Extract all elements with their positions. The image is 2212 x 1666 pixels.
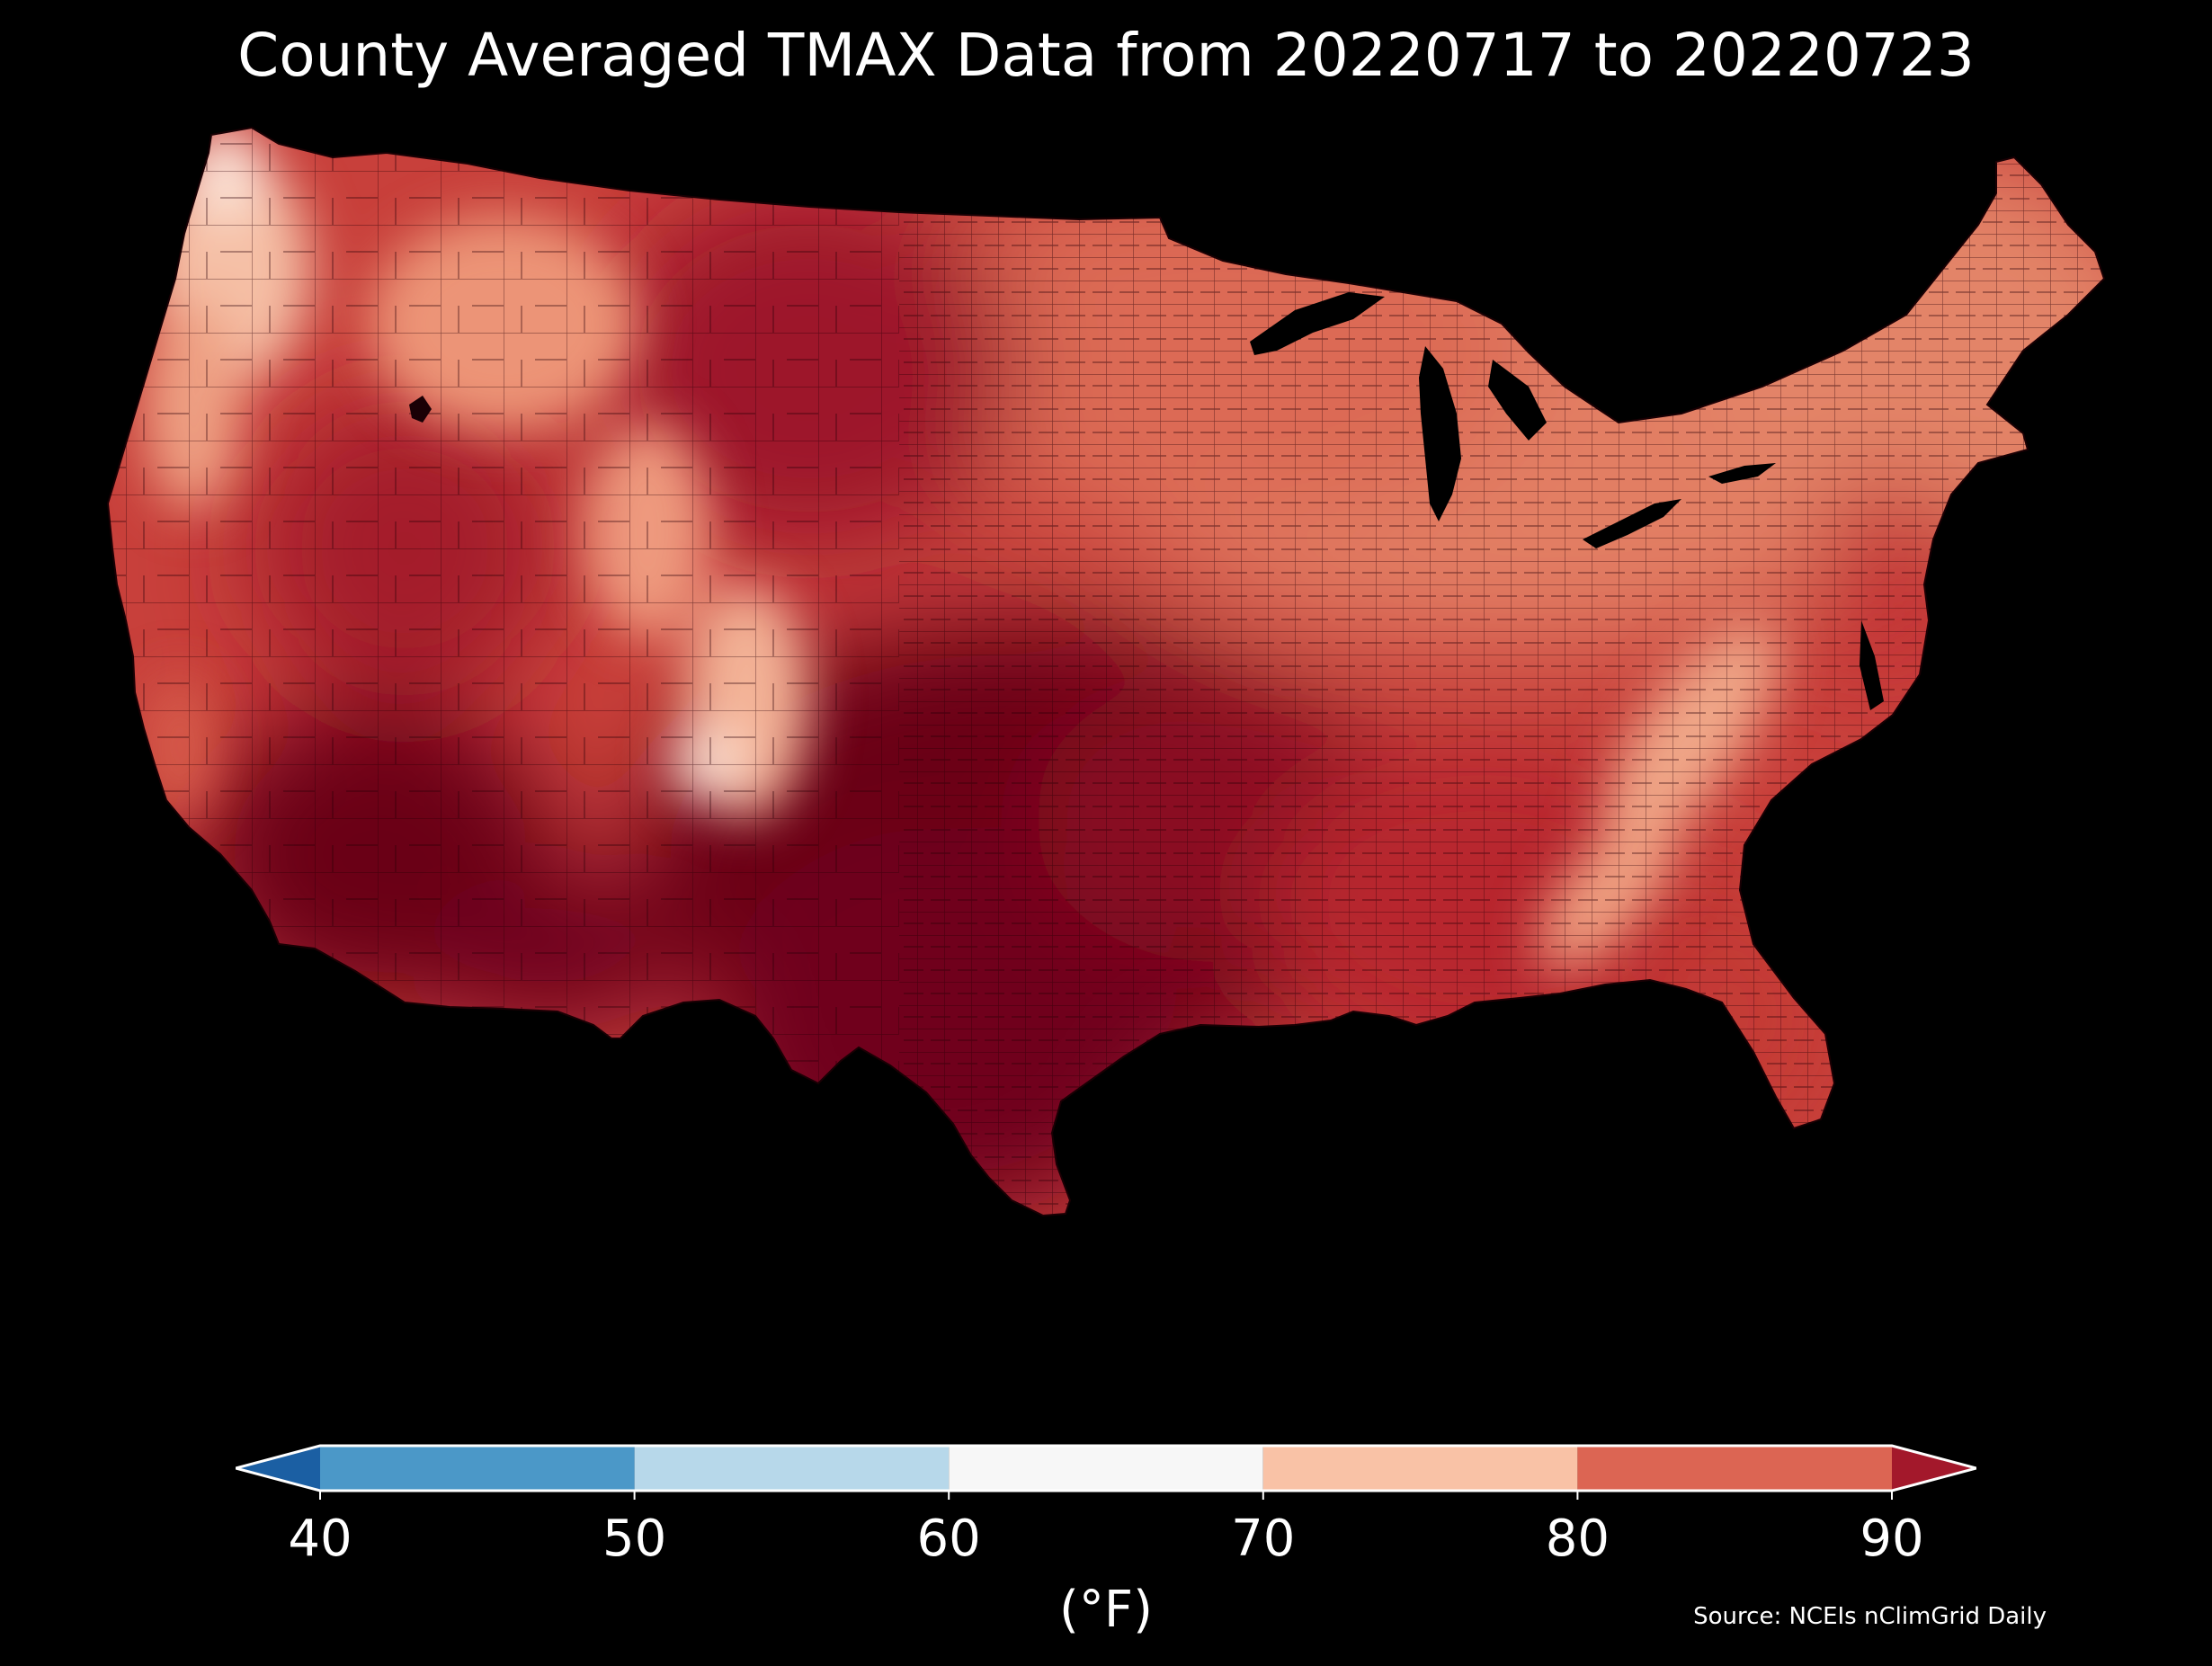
great-salt-lake: [409, 396, 432, 423]
colorbar-bin-70-80: [1262, 1446, 1578, 1491]
source-credit: Source: NCEIs nClimGrid Daily: [1693, 1603, 2047, 1630]
colorbar: [236, 1444, 1976, 1500]
colorbar-bin-50-60: [634, 1446, 950, 1491]
colorbar-over-extend: [1892, 1446, 1976, 1491]
chesapeake-bay: [1860, 620, 1884, 710]
lake-ontario: [1708, 463, 1776, 484]
colorbar-unit-label: (°F): [1059, 1581, 1153, 1639]
colorbar-tick-label-80: 80: [1545, 1510, 1610, 1568]
lake-erie: [1583, 499, 1681, 548]
map-title: County Averaged TMAX Data from 20220717 …: [237, 21, 1975, 90]
colorbar-tick-label-90: 90: [1860, 1510, 1924, 1568]
colorbar-tick-label-50: 50: [602, 1510, 667, 1568]
colorbar-bin-60-70: [949, 1446, 1263, 1491]
lake-michigan: [1419, 346, 1461, 521]
colorbar-tick-label-60: 60: [916, 1510, 981, 1568]
lake-huron: [1488, 360, 1547, 441]
conus-county-map: [107, 127, 2105, 1216]
colorbar-tick-label-40: 40: [288, 1510, 352, 1568]
lake-superior: [1250, 292, 1385, 355]
colorbar-bin-80-90: [1577, 1446, 1892, 1491]
colorbar-tick-label-70: 70: [1231, 1510, 1296, 1568]
colorbar-bin-40-50: [320, 1446, 635, 1491]
colorbar-under-extend: [236, 1446, 320, 1491]
